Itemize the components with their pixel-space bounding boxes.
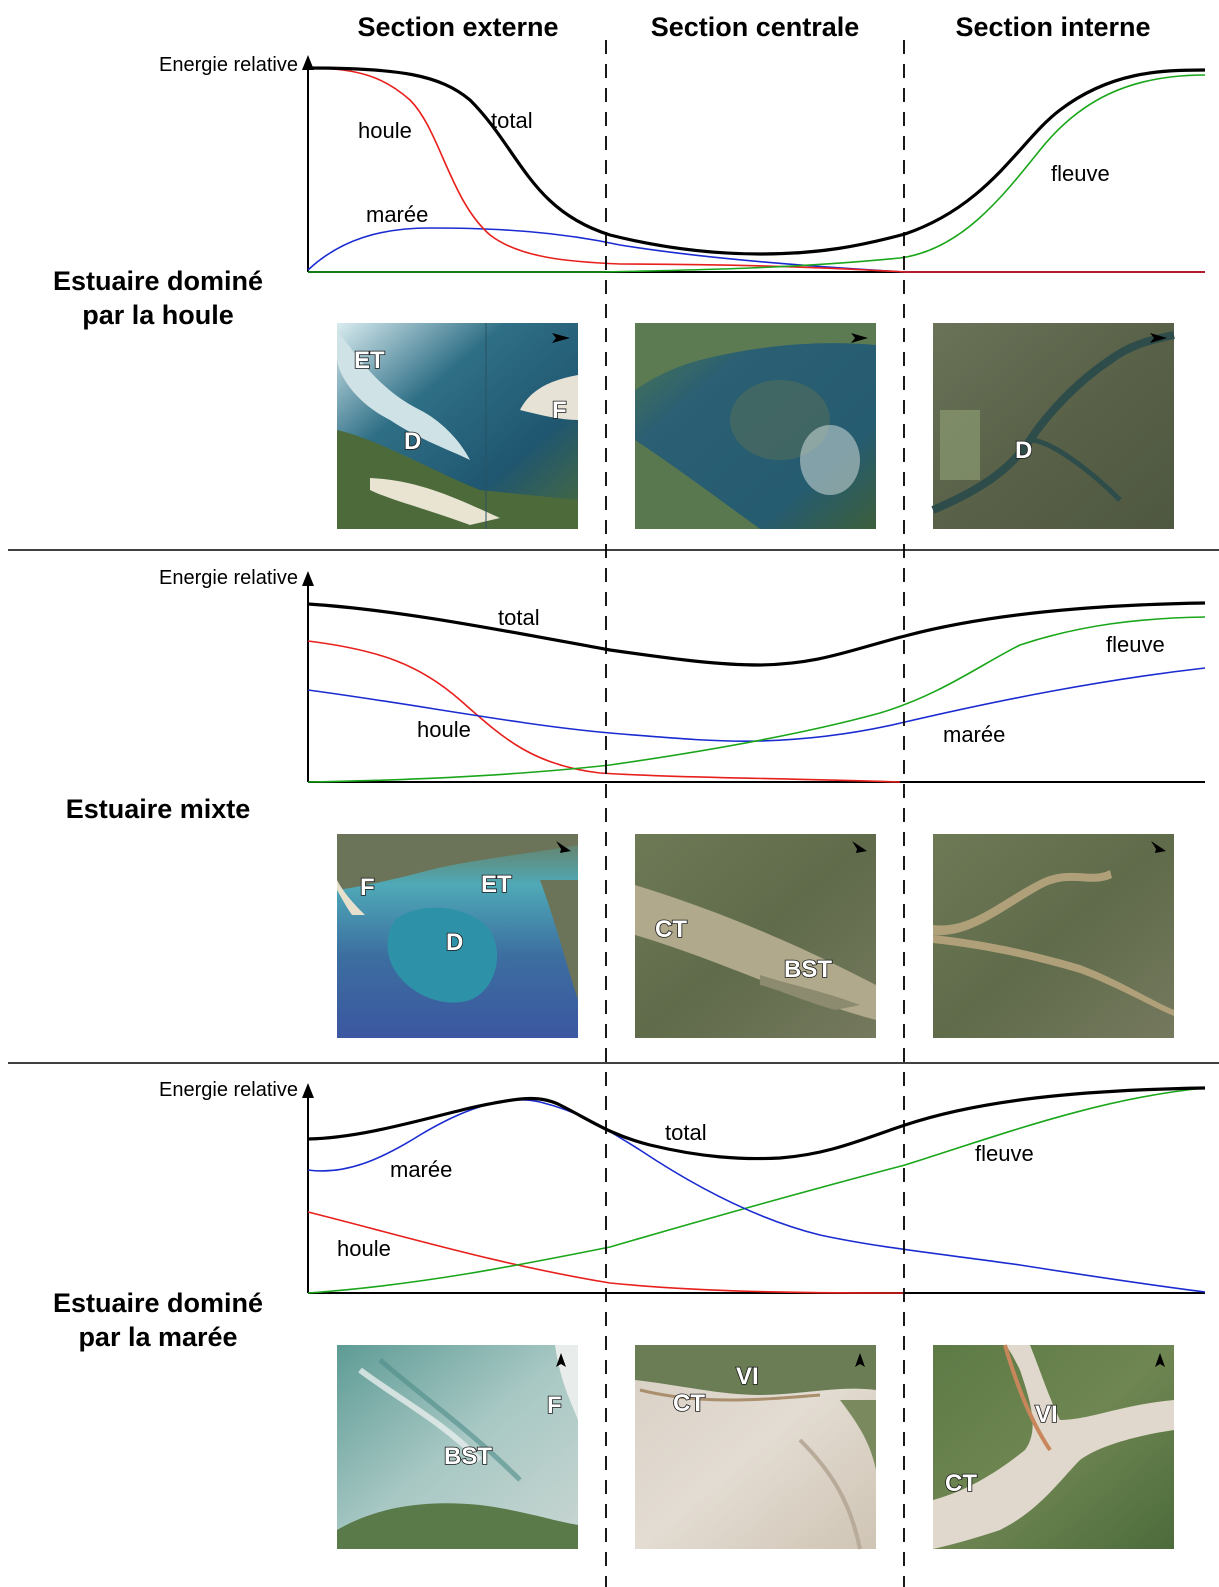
map-label: CT bbox=[655, 916, 687, 943]
y-axis-arrow-icon bbox=[302, 571, 314, 586]
map-label: CT bbox=[673, 1390, 705, 1417]
north-arrow-icon bbox=[1150, 333, 1167, 343]
map-label: ET bbox=[481, 871, 512, 898]
north-arrow-icon bbox=[552, 333, 570, 343]
curve-label-total: total bbox=[665, 1120, 707, 1145]
curve-total bbox=[307, 1086, 1206, 1161]
section-title-interne: Section interne bbox=[955, 12, 1150, 42]
curve-label-fleuve: fleuve bbox=[1106, 632, 1165, 657]
curve-label-total: total bbox=[498, 605, 540, 630]
y-axis-arrow-icon bbox=[302, 55, 314, 70]
curve-total bbox=[307, 601, 1206, 667]
energy-chart: Energie relative houle total marée fleuv… bbox=[159, 54, 1206, 273]
map-label: BST bbox=[784, 956, 832, 983]
section-title-externe: Section externe bbox=[357, 12, 558, 42]
curve-houle bbox=[307, 1211, 906, 1294]
satellite-image-centrale bbox=[635, 323, 876, 529]
north-arrow-icon bbox=[1155, 1353, 1165, 1367]
curve-fleuve bbox=[307, 616, 1206, 783]
map-label: CT bbox=[945, 1470, 977, 1497]
satellite-image-externe: F BST bbox=[337, 1345, 578, 1549]
row-title-line: Estuaire mixte bbox=[66, 794, 251, 824]
map-label: VI bbox=[736, 1363, 759, 1390]
curve-maree bbox=[307, 227, 1205, 273]
north-arrow-icon bbox=[556, 841, 571, 853]
map-label: VI bbox=[1035, 1401, 1058, 1428]
row-title-line: Estuaire dominé bbox=[53, 266, 263, 296]
satellite-image-interne: VI CT bbox=[933, 1344, 1174, 1549]
section-title-centrale: Section centrale bbox=[651, 12, 860, 42]
y-axis-label: Energie relative bbox=[159, 567, 298, 589]
curve-houle bbox=[307, 67, 1205, 273]
row-tide-dominated: Estuaire dominé par la marée Energie rel… bbox=[53, 1079, 1206, 1550]
curve-total bbox=[307, 66, 1206, 256]
curve-label-fleuve: fleuve bbox=[975, 1141, 1034, 1166]
north-arrow-icon bbox=[1151, 841, 1166, 853]
satellite-image-interne: D bbox=[931, 323, 1175, 529]
curve-fleuve bbox=[308, 74, 1206, 273]
curve-label-fleuve: fleuve bbox=[1051, 161, 1110, 186]
curve-maree bbox=[307, 1099, 1206, 1293]
curve-label-maree: marée bbox=[366, 202, 428, 227]
north-arrow-icon bbox=[556, 1353, 566, 1367]
curve-label-houle: houle bbox=[358, 118, 412, 143]
north-arrow-icon bbox=[855, 1353, 865, 1367]
satellite-image-interne bbox=[933, 834, 1174, 1038]
map-label: D bbox=[1015, 437, 1032, 464]
row-title-line: par la marée bbox=[78, 1322, 237, 1352]
curve-label-maree: marée bbox=[943, 722, 1005, 747]
map-label: F bbox=[552, 397, 567, 424]
row-title-line: par la houle bbox=[82, 300, 234, 330]
y-axis-label: Energie relative bbox=[159, 54, 298, 76]
map-label: D bbox=[446, 929, 463, 956]
north-arrow-icon bbox=[852, 841, 867, 853]
satellite-image-externe: F ET D bbox=[337, 834, 578, 1038]
curve-label-total: total bbox=[491, 108, 533, 133]
satellite-image-centrale: VI CT bbox=[635, 1345, 876, 1550]
row-mixed: Estuaire mixte Energie relative total fl… bbox=[66, 567, 1206, 1038]
map-label: BST bbox=[444, 1443, 492, 1470]
map-label: D bbox=[404, 428, 421, 455]
north-arrow-icon bbox=[851, 333, 868, 343]
satellite-image-externe: ET D F bbox=[337, 323, 578, 529]
curve-houle bbox=[307, 640, 901, 783]
curve-label-maree: marée bbox=[390, 1157, 452, 1182]
y-axis-arrow-icon bbox=[302, 1083, 314, 1098]
map-label: ET bbox=[354, 347, 385, 374]
curve-fleuve bbox=[307, 1087, 1206, 1294]
map-label: F bbox=[360, 874, 375, 901]
energy-chart: Energie relative total fleuve houle maré… bbox=[159, 567, 1206, 783]
curve-label-houle: houle bbox=[417, 717, 471, 742]
energy-chart: Energie relative total fleuve marée houl… bbox=[159, 1079, 1206, 1294]
satellite-image-centrale: CT BST bbox=[635, 834, 876, 1038]
row-title-line: Estuaire dominé bbox=[53, 1288, 263, 1318]
curve-label-houle: houle bbox=[337, 1236, 391, 1261]
y-axis-label: Energie relative bbox=[159, 1079, 298, 1101]
row-wave-dominated: Estuaire dominé par la houle Energie rel… bbox=[53, 54, 1206, 529]
map-label: F bbox=[547, 1392, 562, 1419]
